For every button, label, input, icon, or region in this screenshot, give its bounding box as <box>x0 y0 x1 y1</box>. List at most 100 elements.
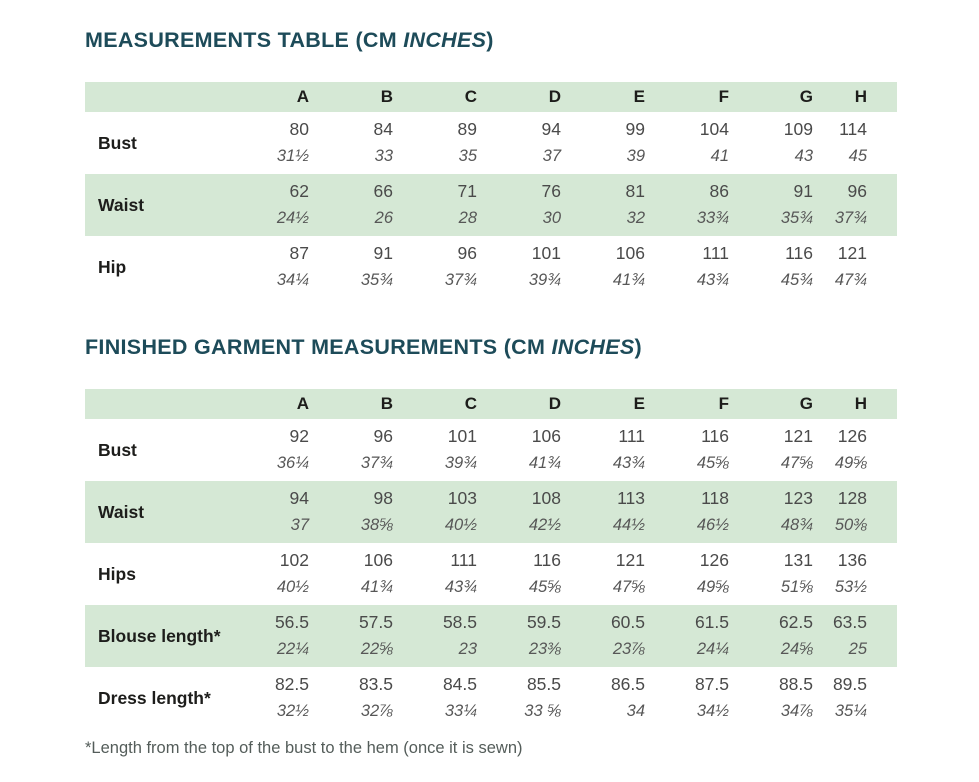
cm-value: 126 <box>837 426 867 446</box>
cm-value: 114 <box>839 119 867 139</box>
cm-value: 57.5 <box>358 612 393 632</box>
table-row: Blouse length* 56.5 22¼ 57.5 22⅝ 58.5 23 59.5 23… <box>85 605 897 667</box>
measurement-cell: 82.5 32½ <box>225 667 309 729</box>
measurement-cell: 91 35¾ <box>729 174 813 236</box>
inches-value: 41 <box>710 147 729 165</box>
cm-value: 113 <box>617 488 645 508</box>
inches-value: 30 <box>542 209 561 227</box>
measurement-cell: 116 45⅝ <box>645 419 729 481</box>
inches-value: 47⅝ <box>612 578 645 596</box>
cm-value: 62 <box>289 181 309 201</box>
column-header-b: B <box>309 389 393 419</box>
measurement-cell: 58.5 23 <box>393 605 477 667</box>
inches-value: 24½ <box>276 209 309 227</box>
inches-value: 41¾ <box>612 271 645 289</box>
measurement-cell: 123 48¾ <box>729 481 813 543</box>
body-measurements-title: MEASUREMENTS TABLE (CM INCHES) <box>85 28 897 52</box>
cm-value: 76 <box>541 181 561 201</box>
cm-value: 111 <box>702 243 729 263</box>
inches-value: 53½ <box>834 578 867 596</box>
measurement-cell: 62 24½ <box>225 174 309 236</box>
inches-value: 23⅞ <box>612 640 645 658</box>
cm-value: 83.5 <box>358 674 393 694</box>
measurement-cell: 59.5 23⅜ <box>477 605 561 667</box>
cm-value: 91 <box>793 181 813 201</box>
inches-value: 23 <box>458 640 477 658</box>
cm-value: 96 <box>847 181 867 201</box>
measurement-cell: 109 43 <box>729 112 813 174</box>
measurement-cell: 111 43¾ <box>645 236 729 298</box>
body-measurements-table: A B C D E F G H Bust 80 31½ 84 33 89 35 94 37 99 39 104 41 10… <box>85 82 897 298</box>
cm-value: 131 <box>783 550 813 570</box>
measurement-cell: 116 45¾ <box>729 236 813 298</box>
measurement-cell: 126 49⅝ <box>813 419 897 481</box>
inches-value: 35 <box>458 147 477 165</box>
inches-value: 23⅜ <box>528 640 561 658</box>
inches-value: 41¾ <box>528 454 561 472</box>
column-header-f: F <box>645 389 729 419</box>
measurement-cell: 113 44½ <box>561 481 645 543</box>
cm-value: 102 <box>279 550 309 570</box>
measurement-cell: 111 43¾ <box>393 543 477 605</box>
row-label: Hips <box>98 563 136 584</box>
inches-value: 35¾ <box>360 271 393 289</box>
inches-value: 33¾ <box>696 209 729 227</box>
cm-value: 71 <box>457 181 477 201</box>
cm-value: 106 <box>363 550 393 570</box>
measurement-cell: 71 28 <box>393 174 477 236</box>
inches-value: 33¼ <box>444 702 477 720</box>
cm-value: 101 <box>447 426 477 446</box>
measurement-cell: 57.5 22⅝ <box>309 605 393 667</box>
measurement-cell: 80 31½ <box>225 112 309 174</box>
inches-value: 25 <box>848 640 867 658</box>
cm-value: 85.5 <box>526 674 561 694</box>
inches-value: 34⅞ <box>780 702 813 720</box>
table-row: Bust 80 31½ 84 33 89 35 94 37 99 39 104 41 109 43 114 45 <box>85 112 897 174</box>
cm-value: 86 <box>709 181 729 201</box>
inches-value: 43¾ <box>444 578 477 596</box>
inches-value: 24⅝ <box>780 640 813 658</box>
inches-value: 44½ <box>612 516 645 534</box>
measurement-cell: 88.5 34⅞ <box>729 667 813 729</box>
cm-value: 89.5 <box>832 674 867 694</box>
corner-cell <box>85 82 225 112</box>
measurement-cell: 116 45⅝ <box>477 543 561 605</box>
measurement-cell: 92 36¼ <box>225 419 309 481</box>
title-close-paren: ) <box>486 28 494 52</box>
table-row: Waist 62 24½ 66 26 71 28 76 30 81 32 86 33¾ 91 35¾ 96 37… <box>85 174 897 236</box>
inches-value: 37¾ <box>444 271 477 289</box>
inches-value: 34¼ <box>276 271 309 289</box>
inches-value: 42½ <box>528 516 561 534</box>
measurement-cell: 84.5 33¼ <box>393 667 477 729</box>
measurement-cell: 121 47⅝ <box>561 543 645 605</box>
inches-value: 26 <box>374 209 393 227</box>
cm-value: 96 <box>457 243 477 263</box>
cm-value: 108 <box>531 488 561 508</box>
measurement-cell: 94 37 <box>225 481 309 543</box>
inches-value: 40½ <box>276 578 309 596</box>
cm-value: 101 <box>531 243 561 263</box>
measurement-cell: 103 40½ <box>393 481 477 543</box>
title-text: MEASUREMENTS TABLE (CM <box>85 28 404 52</box>
measurement-cell: 114 45 <box>813 112 897 174</box>
measurement-cell: 76 30 <box>477 174 561 236</box>
cm-value: 111 <box>618 426 645 446</box>
cm-value: 89 <box>457 119 477 139</box>
row-label: Waist <box>85 481 225 543</box>
inches-value: 36¼ <box>276 454 309 472</box>
measurement-cell: 86.5 34 <box>561 667 645 729</box>
cm-value: 98 <box>373 488 393 508</box>
cm-value: 92 <box>289 426 309 446</box>
table-row: Dress length* 82.5 32½ 83.5 32⅞ 84.5 33¼ 85.5 33… <box>85 667 897 729</box>
inches-value: 49⅝ <box>834 454 867 472</box>
row-label: Waist <box>85 174 225 236</box>
cm-value: 81 <box>625 181 645 201</box>
inches-value: 43 <box>794 147 813 165</box>
length-footnote: *Length from the top of the bust to the … <box>85 739 523 757</box>
measurement-cell: 106 41¾ <box>309 543 393 605</box>
cm-value: 62.5 <box>778 612 813 632</box>
column-header-a: A <box>225 82 309 112</box>
cm-value: 91 <box>373 243 393 263</box>
column-header-h: H <box>813 389 897 419</box>
